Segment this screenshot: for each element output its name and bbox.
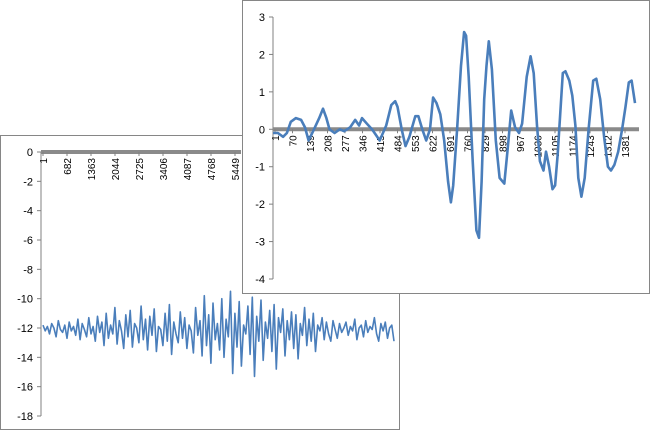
y-tick-label: 0 bbox=[259, 124, 265, 136]
front-chart: 3 2 1 0 -1 -2 -3 -4 1 70 139 208 277 346 415 484 553 622 6… bbox=[242, 0, 650, 294]
y-tick-label: -1 bbox=[255, 162, 265, 174]
y-tick-label: -4 bbox=[255, 274, 265, 286]
x-tick-label: 70 bbox=[289, 135, 300, 147]
series-line bbox=[42, 290, 395, 378]
x-tick-label: 898 bbox=[499, 135, 510, 152]
x-tick-label: 967 bbox=[516, 135, 527, 152]
y-tick-label: -2 bbox=[23, 176, 33, 188]
series-line bbox=[273, 30, 637, 240]
y-tick-label: 0 bbox=[27, 147, 33, 159]
y-tick-label: -6 bbox=[23, 235, 33, 247]
x-tick-label: 691 bbox=[446, 135, 457, 152]
x-tick-label: 1363 bbox=[87, 158, 98, 181]
x-tick-label: 3406 bbox=[159, 158, 170, 181]
x-tick-label: 2044 bbox=[111, 158, 122, 181]
x-tick-label: 682 bbox=[63, 158, 74, 175]
x-tick-label: 2725 bbox=[135, 158, 146, 181]
x-tick-label: 1381 bbox=[621, 135, 632, 158]
x-tick-label: 4087 bbox=[183, 158, 194, 181]
x-tick-label: 553 bbox=[411, 135, 422, 152]
y-tick-label: -12 bbox=[17, 323, 33, 335]
x-tick-label: 760 bbox=[464, 135, 475, 152]
y-tick-label: -18 bbox=[17, 411, 33, 423]
y-tick-label: -10 bbox=[17, 294, 33, 306]
x-tick-label: 1105 bbox=[551, 135, 562, 157]
y-tick-label: -14 bbox=[17, 352, 33, 364]
x-tick-label: 1243 bbox=[586, 135, 597, 158]
x-tick-label: 4768 bbox=[207, 158, 218, 181]
x-tick-label: 1312 bbox=[604, 135, 615, 158]
y-tick-label: -3 bbox=[255, 237, 265, 249]
x-tick-label: 622 bbox=[429, 135, 440, 152]
x-tick-label: 346 bbox=[359, 135, 370, 152]
y-tick-label: -16 bbox=[17, 382, 33, 394]
y-tick-label: 1 bbox=[259, 87, 265, 99]
y-tick-label: -2 bbox=[255, 199, 265, 211]
x-tick-label: 208 bbox=[324, 135, 335, 152]
y-tick-label: 3 bbox=[259, 12, 265, 24]
y-tick-label: 2 bbox=[259, 49, 265, 61]
x-tick-label: 1 bbox=[39, 158, 50, 164]
y-tick-label: -4 bbox=[23, 206, 33, 218]
x-tick-label: 277 bbox=[341, 135, 352, 152]
x-tick-label: 5449 bbox=[231, 158, 242, 181]
back-chart-svg: 0 -2 -4 -6 -8 -10 -12 -14 -16 -18 1 682 1363 2044 2725… bbox=[17, 147, 395, 423]
x-tick-label: 484 bbox=[394, 135, 405, 152]
x-tick-label: 139 bbox=[306, 135, 317, 152]
x-tick-label: 1174 bbox=[569, 135, 580, 157]
y-tick-label: -8 bbox=[23, 264, 33, 276]
x-tick-label: 1 bbox=[271, 135, 282, 141]
x-tick-label: 415 bbox=[376, 135, 387, 152]
x-tick-label: 829 bbox=[481, 135, 492, 152]
